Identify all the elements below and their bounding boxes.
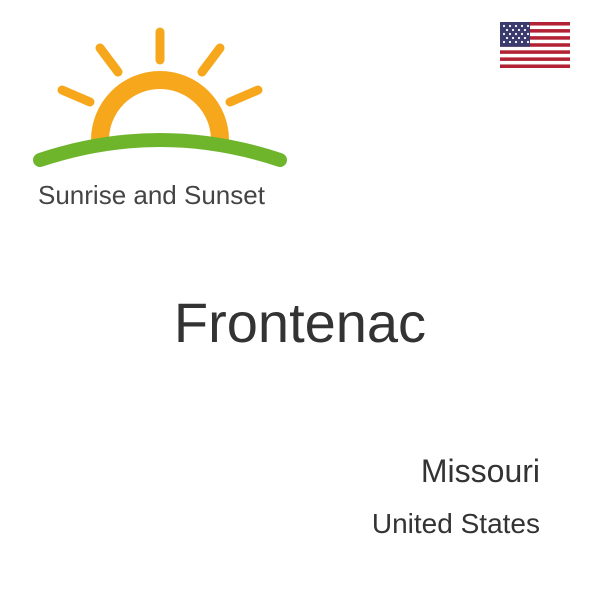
region-name: Missouri (421, 453, 540, 490)
city-name: Frontenac (0, 290, 600, 355)
sunrise-logo-icon (30, 20, 290, 190)
country-name: United States (372, 508, 540, 540)
info-card: Sunrise and Sunset Frontenac Missouri Un… (0, 0, 600, 600)
brand-label: Sunrise and Sunset (38, 180, 265, 211)
us-flag-icon (500, 22, 570, 68)
